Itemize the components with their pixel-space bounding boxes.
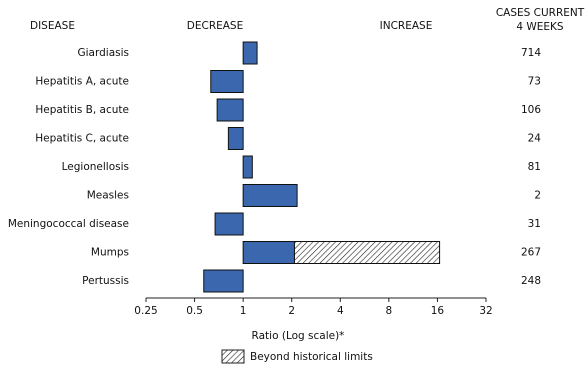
- bar: [203, 269, 244, 293]
- header-cases: CASES CURRENT: [496, 7, 585, 19]
- category-label: Pertussis: [82, 275, 129, 287]
- category-label: Legionellosis: [62, 161, 129, 173]
- bar: [210, 70, 244, 93]
- category-label: Meningococcal disease: [8, 218, 129, 230]
- header-decrease: DECREASE: [187, 20, 243, 32]
- cases-value: 2: [534, 190, 541, 202]
- category-label: Hepatitis B, acute: [35, 104, 129, 116]
- legend-label: Beyond historical limits: [250, 351, 373, 363]
- x-tick-label: 0.25: [134, 305, 157, 317]
- bar: [242, 155, 253, 179]
- category-label: Measles: [87, 190, 129, 202]
- bar: [214, 212, 244, 236]
- header-increase: INCREASE: [380, 20, 433, 32]
- cases-value: 714: [521, 47, 541, 59]
- bar: [242, 241, 295, 264]
- category-label: Hepatitis A, acute: [35, 76, 129, 88]
- cases-value: 106: [521, 104, 541, 116]
- x-tick-label: 2: [288, 305, 295, 317]
- x-tick-label: 0.5: [186, 305, 203, 317]
- bar: [242, 184, 298, 207]
- x-tick-label: 8: [386, 305, 393, 317]
- cases-value: 31: [528, 218, 541, 230]
- bar: [216, 98, 244, 122]
- x-tick-label: 1: [240, 305, 247, 317]
- category-label: Giardiasis: [78, 47, 130, 59]
- category-label: Mumps: [91, 247, 129, 259]
- bar: [227, 127, 244, 150]
- cases-value: 81: [528, 161, 541, 173]
- cases-value: 24: [528, 133, 542, 145]
- x-tick-label: 4: [337, 305, 344, 317]
- header-disease: DISEASE: [30, 20, 75, 32]
- header-cases: 4 WEEKS: [516, 21, 564, 33]
- x-tick-label: 16: [431, 305, 445, 317]
- bar: [242, 41, 258, 65]
- category-label: Hepatitis C, acute: [35, 133, 129, 145]
- legend-swatch: [221, 349, 245, 364]
- x-tick-label: 32: [479, 305, 492, 317]
- cases-value: 73: [528, 76, 541, 88]
- cases-value: 248: [521, 275, 541, 287]
- bar-beyond-limit: [293, 241, 441, 264]
- cases-value: 267: [521, 247, 541, 259]
- x-axis-label: Ratio (Log scale)*: [252, 330, 345, 342]
